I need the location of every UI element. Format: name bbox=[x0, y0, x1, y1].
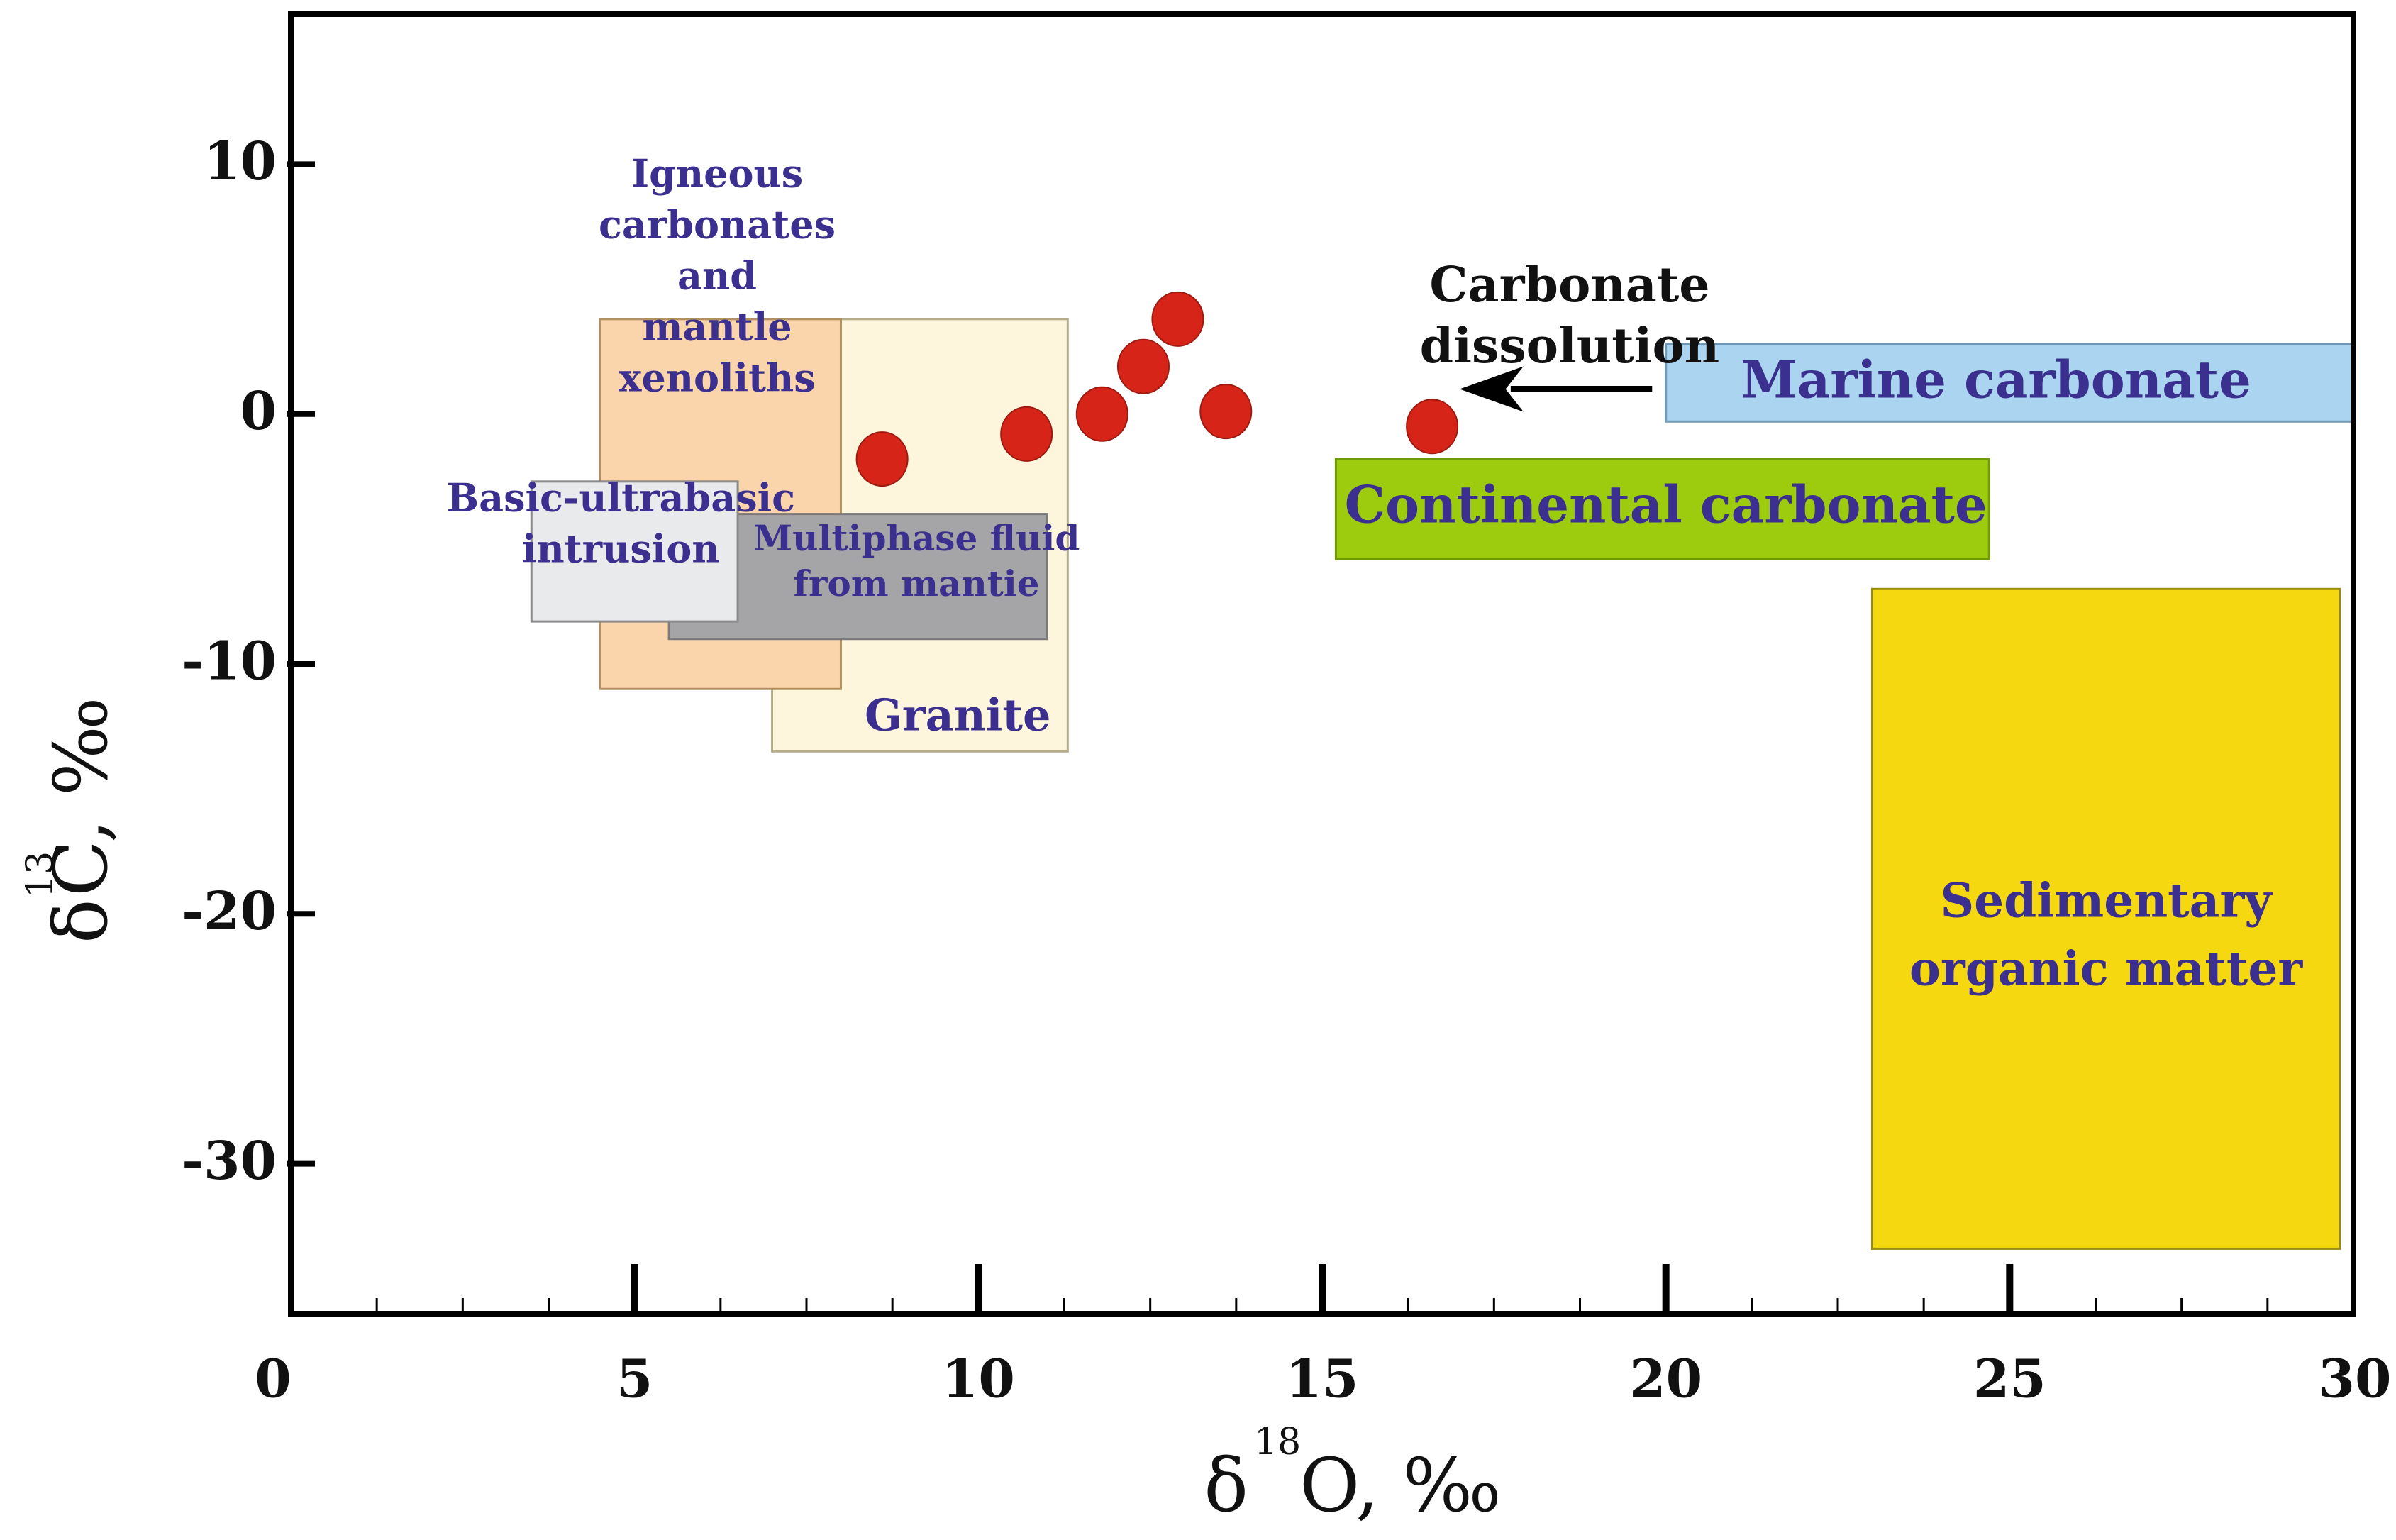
x-axis-label-sup: 18 bbox=[1254, 1421, 1301, 1463]
region-label-basic: intrusion bbox=[522, 526, 720, 571]
region-label-multiphase: from mantie bbox=[794, 563, 1040, 604]
y-tick-label: 10 bbox=[204, 131, 277, 192]
data-point bbox=[1075, 386, 1128, 442]
x-tick-label: 15 bbox=[1286, 1349, 1359, 1410]
x-tick-label: 10 bbox=[942, 1349, 1015, 1410]
region-label-igneous: Igneous bbox=[631, 151, 803, 196]
y-tick-label: 0 bbox=[240, 381, 277, 442]
region-continental bbox=[1334, 458, 1990, 560]
region-label-igneous: carbonates bbox=[599, 202, 836, 248]
data-point bbox=[1199, 384, 1253, 440]
data-point bbox=[1406, 399, 1459, 455]
region-label-granite: Granite bbox=[865, 689, 1051, 741]
y-tick-label: -30 bbox=[182, 1131, 277, 1192]
axes-layer: 10 0 -10 -20 -30 0 5 10 15 20 25 30 bbox=[182, 11, 2392, 1410]
x-axis-label: δ 18O, ‰ bbox=[1204, 1421, 1501, 1529]
x-tick-label: 0 bbox=[255, 1349, 292, 1410]
data-point bbox=[1116, 338, 1170, 394]
data-points-layer bbox=[855, 291, 1459, 487]
y-axis-label-sup: 13 bbox=[19, 851, 62, 898]
region-label-sedimentary: organic matter bbox=[1909, 941, 2303, 997]
region-label-basic: Basic-ultrabasic bbox=[447, 475, 796, 520]
x-tick-label: 25 bbox=[1973, 1349, 2046, 1410]
data-point bbox=[1151, 291, 1204, 347]
region-label-continental: Continental carbonate bbox=[1345, 475, 1987, 535]
region-label-igneous: and bbox=[677, 253, 757, 299]
data-point bbox=[1000, 406, 1053, 462]
data-point bbox=[855, 431, 909, 487]
y-axis-label-prefix: δ bbox=[38, 899, 124, 943]
region-label-igneous: mantle bbox=[642, 304, 792, 350]
x-axis-label-suffix: O, ‰ bbox=[1299, 1442, 1502, 1529]
y-tick-label: -20 bbox=[182, 881, 277, 942]
region-label-igneous: xenoliths bbox=[619, 355, 815, 401]
regions-layer: Granite Igneous carbonates and mantle xenolit… bbox=[447, 151, 2355, 1250]
y-tick-label: -10 bbox=[182, 631, 277, 692]
x-tick-label: 20 bbox=[1629, 1349, 1702, 1410]
x-tick-label: 5 bbox=[616, 1349, 653, 1410]
region-basic bbox=[530, 480, 739, 623]
region-label-marine: Marine carbonate bbox=[1741, 349, 2251, 409]
region-label-multiphase: Multiphase fluid bbox=[753, 517, 1080, 559]
region-marine bbox=[1665, 343, 2355, 423]
region-label-sedimentary: Sedimentary bbox=[1941, 873, 2273, 929]
x-tick-label: 30 bbox=[2319, 1349, 2392, 1410]
y-axis-label-suffix: C, ‰ bbox=[38, 697, 124, 897]
region-sedimentary bbox=[1870, 587, 2341, 1250]
annotation-dissolution: Carbonate bbox=[1429, 257, 1709, 314]
arrow-head bbox=[1459, 366, 1524, 412]
x-axis-label-prefix: δ bbox=[1204, 1442, 1248, 1529]
annotation-dissolution: dissolution bbox=[1420, 318, 1720, 375]
